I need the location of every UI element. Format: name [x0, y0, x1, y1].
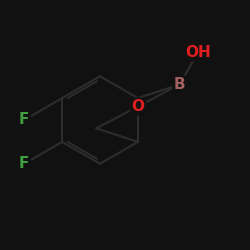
Text: OH: OH [185, 45, 211, 60]
Text: B: B [174, 77, 185, 92]
Text: F: F [19, 112, 30, 128]
Text: O: O [132, 99, 144, 114]
Text: F: F [19, 156, 30, 171]
